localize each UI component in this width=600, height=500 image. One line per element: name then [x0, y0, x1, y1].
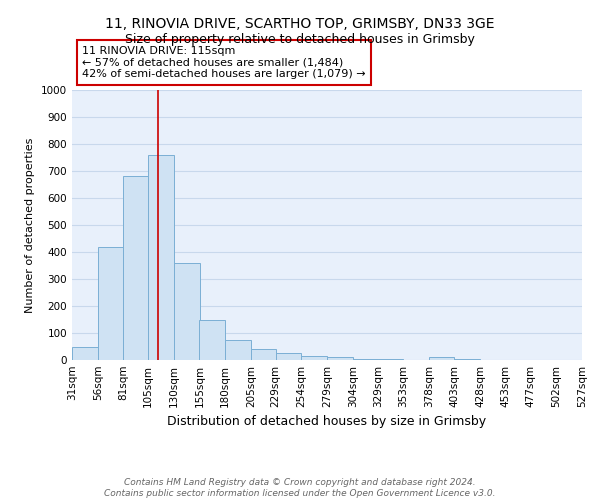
Bar [327, 358, 353, 360]
Bar [98, 246, 124, 360]
Bar [124, 176, 148, 360]
Text: 11 RINOVIA DRIVE: 115sqm
← 57% of detached houses are smaller (1,484)
42% of sem: 11 RINOVIA DRIVE: 115sqm ← 57% of detach… [82, 46, 366, 79]
Text: Contains HM Land Registry data © Crown copyright and database right 2024.
Contai: Contains HM Land Registry data © Crown c… [104, 478, 496, 498]
Bar [429, 358, 455, 360]
Text: Size of property relative to detached houses in Grimsby: Size of property relative to detached ho… [125, 32, 475, 46]
Bar [353, 358, 379, 360]
Y-axis label: Number of detached properties: Number of detached properties [25, 138, 35, 312]
X-axis label: Distribution of detached houses by size in Grimsby: Distribution of detached houses by size … [167, 416, 487, 428]
Bar [148, 155, 174, 360]
Bar [251, 349, 275, 360]
Bar [455, 358, 480, 360]
Bar [199, 320, 225, 360]
Bar [225, 340, 251, 360]
Bar [72, 346, 98, 360]
Bar [301, 356, 327, 360]
Bar [379, 358, 403, 360]
Bar [275, 352, 301, 360]
Text: 11, RINOVIA DRIVE, SCARTHO TOP, GRIMSBY, DN33 3GE: 11, RINOVIA DRIVE, SCARTHO TOP, GRIMSBY,… [105, 18, 495, 32]
Bar [174, 263, 199, 360]
